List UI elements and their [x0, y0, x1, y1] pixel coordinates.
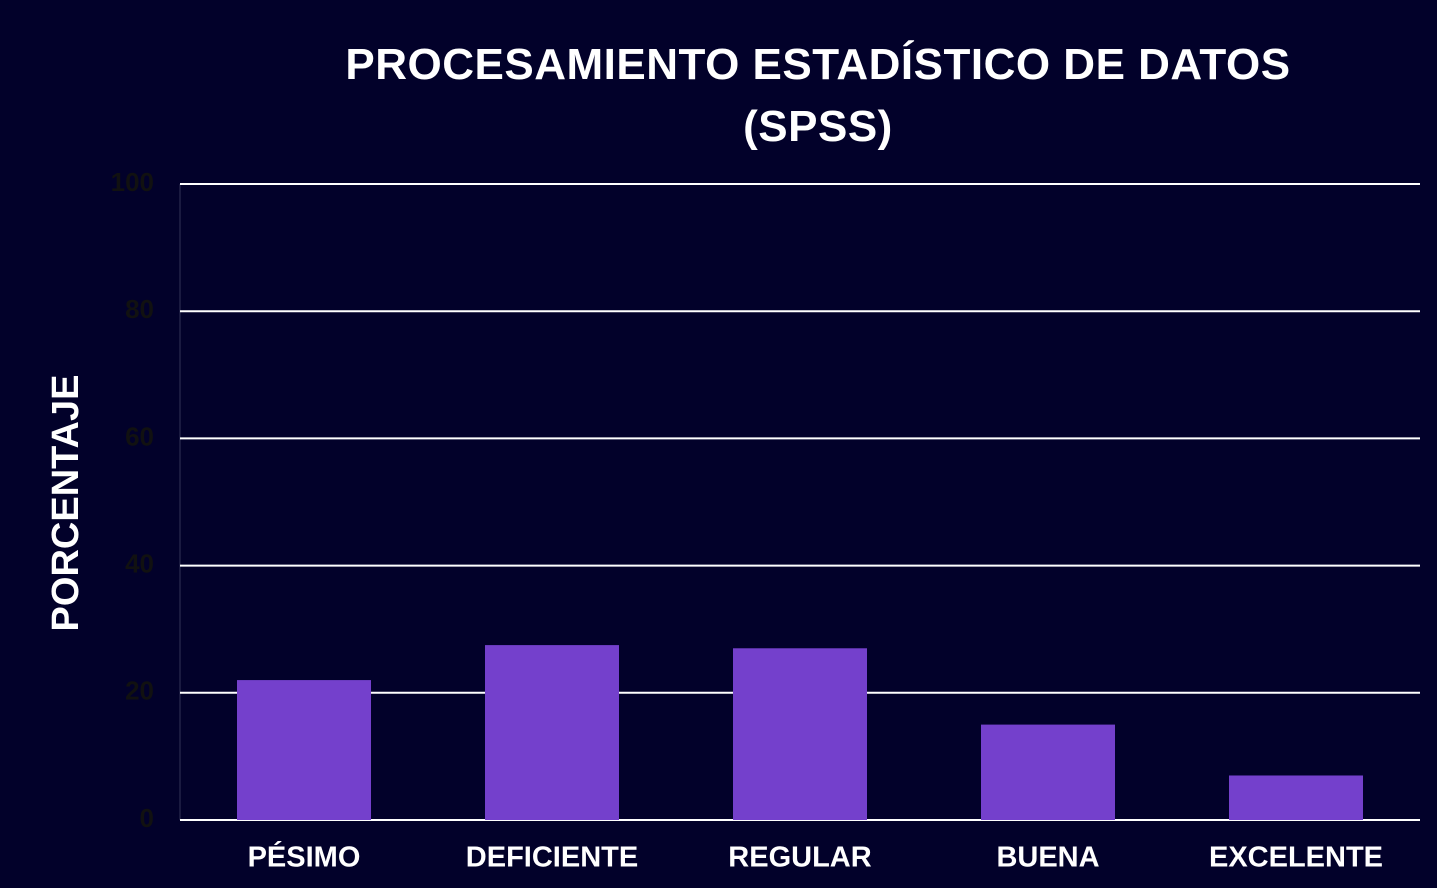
y-tick-label: 40 — [125, 548, 154, 578]
bar — [1229, 775, 1363, 820]
x-tick-label: EXCELENTE — [1209, 842, 1383, 874]
x-tick-label: REGULAR — [728, 842, 871, 874]
bar — [981, 724, 1115, 820]
y-tick-label: 80 — [125, 294, 154, 324]
x-tick-label: DEFICIENTE — [466, 842, 638, 874]
bar — [237, 680, 371, 820]
chart-title: PROCESAMIENTO ESTADÍSTICO DE DATOS (SPSS… — [345, 40, 1291, 151]
y-tick-label: 20 — [125, 676, 154, 706]
x-tick-label: PÉSIMO — [248, 840, 361, 874]
y-tick-label: 60 — [125, 421, 154, 451]
y-axis-label: PORCENTAJE — [45, 375, 87, 632]
bar — [733, 648, 867, 820]
bar — [485, 645, 619, 820]
y-tick-label: 0 — [140, 803, 154, 833]
x-tick-label: BUENA — [996, 842, 1099, 874]
y-tick-label: 100 — [111, 167, 154, 197]
